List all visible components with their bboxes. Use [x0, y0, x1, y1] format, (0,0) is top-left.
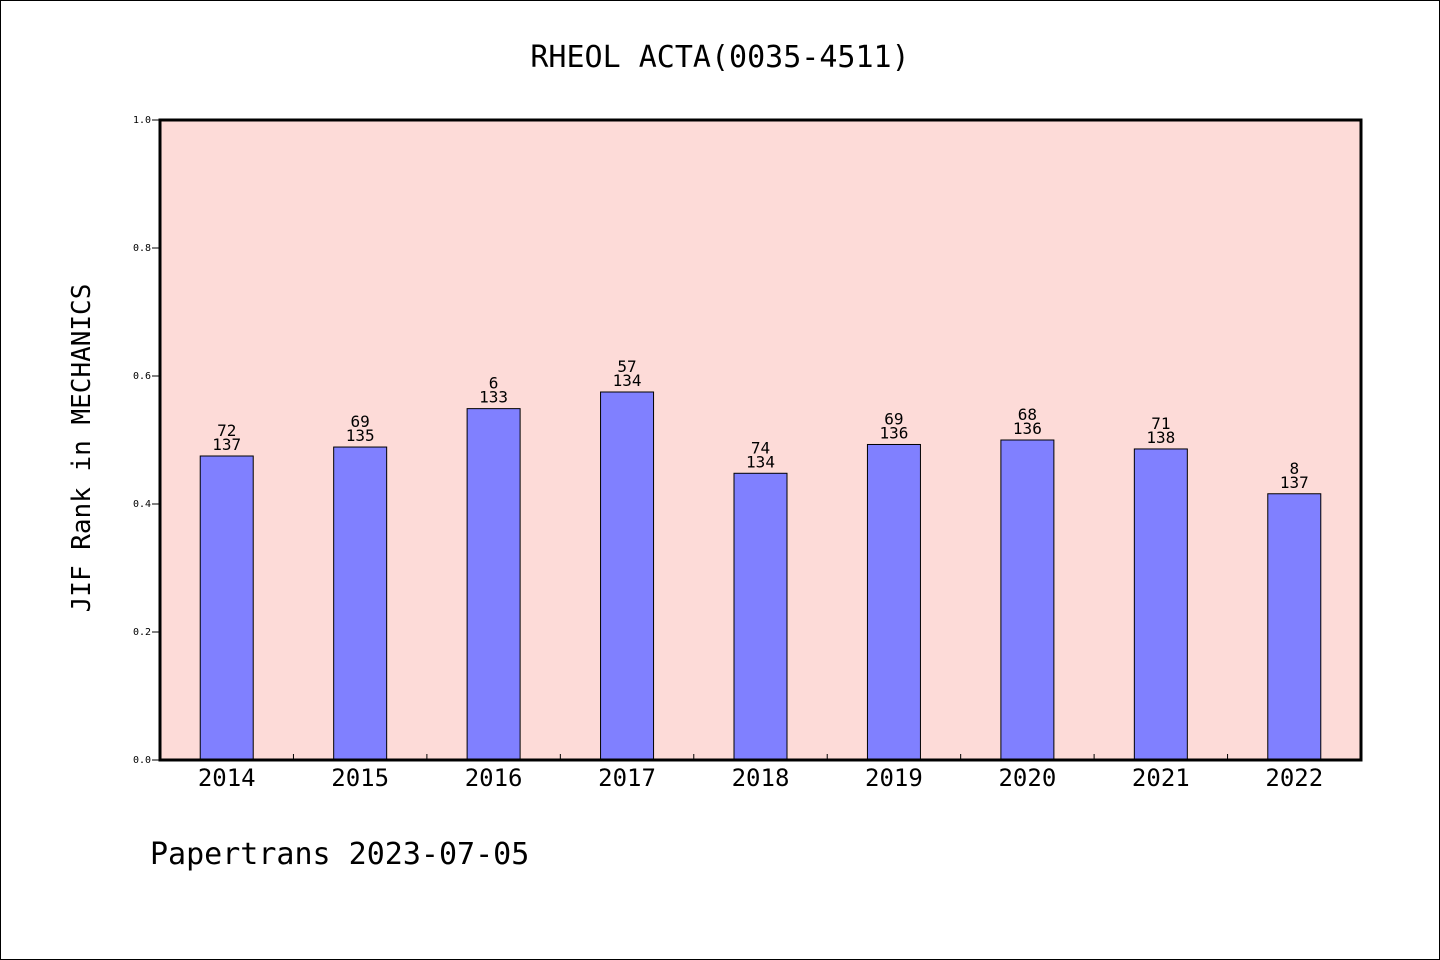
- bar-label-rank: 57: [617, 357, 636, 376]
- bar-label-total: 134: [746, 452, 775, 471]
- x-tick-label: 2017: [598, 764, 656, 792]
- y-axis-label: JIF Rank in MECHANICS: [67, 284, 97, 613]
- chart-title: RHEOL ACTA(0035-4511): [530, 40, 909, 75]
- bar-2014: [199, 455, 254, 761]
- bar-2022: [1267, 493, 1322, 761]
- x-tick-label: 2015: [331, 764, 389, 792]
- bar-label-total: 135: [346, 426, 375, 445]
- bar-label-rank: 6: [489, 374, 499, 393]
- bar-2021: [1133, 448, 1188, 761]
- bar-label-total: 136: [879, 423, 908, 442]
- y-tick-label: 1.0: [133, 115, 151, 126]
- bar-2020: [1000, 439, 1055, 761]
- bar-2015: [333, 446, 388, 761]
- plot-border: [158, 118, 1363, 762]
- y-tick-label: 0.6: [133, 371, 151, 382]
- y-axis-ticks: 0.0 0.2 0.4 0.6 0.8 1.0: [133, 115, 160, 766]
- y-tick-label: 0.4: [133, 499, 151, 510]
- x-tick-label: 2022: [1265, 764, 1323, 792]
- bar-label-total: 136: [1013, 419, 1042, 438]
- x-tick-label: 2014: [198, 764, 256, 792]
- x-tick-label: 2021: [1132, 764, 1190, 792]
- bar-label-rank: 69: [351, 412, 370, 431]
- bar-label-total: 134: [613, 371, 642, 390]
- bar-label-rank: 69: [884, 409, 903, 428]
- bar-label-total: 133: [479, 388, 508, 407]
- x-axis-ticks: 2014 2015 2016 2017 2018 2019 2020 2021 2022: [198, 754, 1323, 792]
- x-tick-label: 2018: [732, 764, 790, 792]
- y-tick-label: 0.0: [133, 755, 151, 766]
- bar-2016: [466, 408, 521, 761]
- y-tick-label: 0.8: [133, 243, 151, 254]
- x-tick-label: 2019: [865, 764, 923, 792]
- bar-label-total: 137: [1280, 473, 1309, 492]
- bar-label-total: 137: [212, 435, 241, 454]
- bar-2018: [733, 472, 788, 761]
- x-tick-label: 2016: [465, 764, 523, 792]
- bar-label-rank: 74: [751, 438, 770, 457]
- x-tick-label: 2020: [998, 764, 1056, 792]
- bar-label-rank: 68: [1018, 405, 1037, 424]
- bar-2017: [600, 391, 655, 761]
- y-tick-label: 0.2: [133, 627, 151, 638]
- bar-label-total: 138: [1146, 428, 1175, 447]
- bar-2019: [866, 443, 921, 761]
- bar-label-rank: 72: [217, 421, 236, 440]
- bar-label-rank: 71: [1151, 414, 1170, 433]
- bars: [199, 391, 1322, 761]
- bar-label-rank: 8: [1289, 459, 1299, 478]
- footer-text: Papertrans 2023-07-05: [150, 837, 529, 872]
